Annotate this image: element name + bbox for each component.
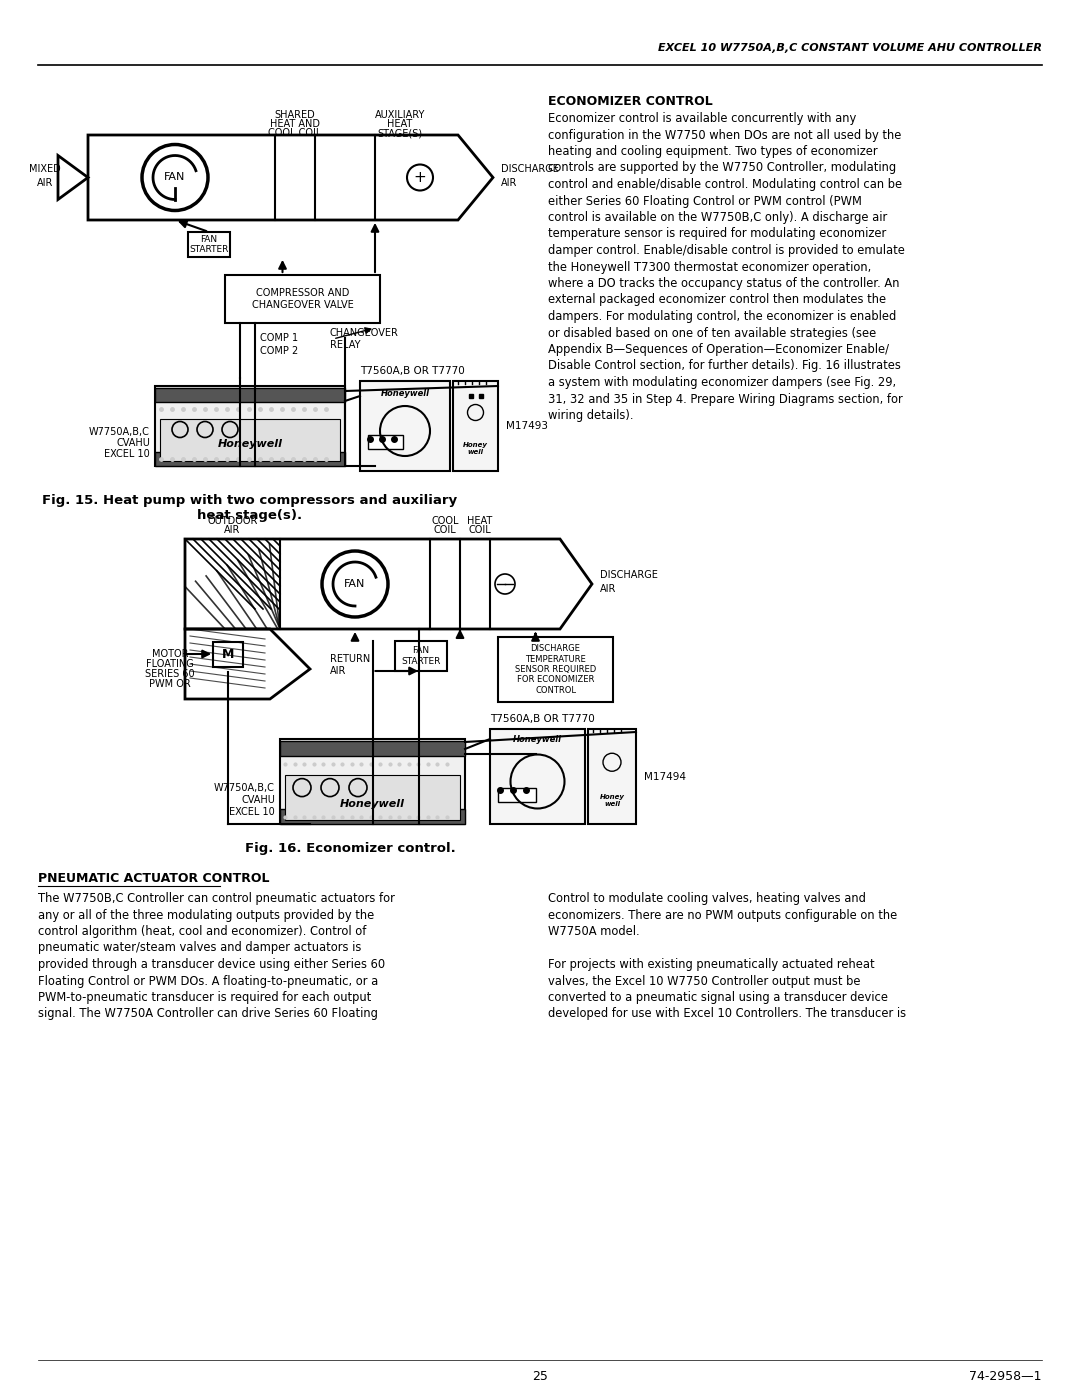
FancyBboxPatch shape <box>490 729 585 824</box>
Text: +: + <box>414 170 427 184</box>
Text: AIR: AIR <box>600 584 617 594</box>
Text: ECONOMIZER CONTROL: ECONOMIZER CONTROL <box>548 95 713 108</box>
Text: AIR: AIR <box>330 666 347 676</box>
Text: COIL: COIL <box>434 525 457 535</box>
Text: COMPRESSOR AND
CHANGEOVER VALVE: COMPRESSOR AND CHANGEOVER VALVE <box>252 288 353 310</box>
FancyBboxPatch shape <box>280 809 465 824</box>
FancyBboxPatch shape <box>156 386 345 467</box>
Text: FAN
STARTER: FAN STARTER <box>402 647 441 666</box>
Text: EXCEL 10: EXCEL 10 <box>105 448 150 460</box>
FancyBboxPatch shape <box>160 419 340 461</box>
Text: SHARED: SHARED <box>274 110 315 120</box>
FancyBboxPatch shape <box>280 740 465 756</box>
Text: RETURN: RETURN <box>330 654 370 664</box>
Text: RELAY: RELAY <box>330 339 361 351</box>
Text: M17494: M17494 <box>644 771 686 781</box>
Text: COIL: COIL <box>469 525 491 535</box>
Text: DISCHARGE: DISCHARGE <box>600 570 658 580</box>
FancyBboxPatch shape <box>156 453 345 467</box>
FancyBboxPatch shape <box>156 388 345 402</box>
Text: DISCHARGE
TEMPERATURE
SENSOR REQUIRED
FOR ECONOMIZER
CONTROL: DISCHARGE TEMPERATURE SENSOR REQUIRED FO… <box>515 644 596 694</box>
Text: The W7750B,C Controller can control pneumatic actuators for
any or all of the th: The W7750B,C Controller can control pneu… <box>38 893 395 1020</box>
Text: COOL COIL: COOL COIL <box>268 129 322 138</box>
Text: 74-2958—1: 74-2958—1 <box>970 1369 1042 1383</box>
Text: Honey
well: Honey well <box>463 441 488 455</box>
Text: Honeywell: Honeywell <box>217 439 283 450</box>
Text: FLOATING: FLOATING <box>146 659 194 669</box>
Text: OUTDOOR: OUTDOOR <box>207 515 258 527</box>
Text: COMP 2: COMP 2 <box>260 346 298 356</box>
Text: Economizer control is available concurrently with any
configuration in the W7750: Economizer control is available concurre… <box>548 112 905 422</box>
Text: AUXILIARY: AUXILIARY <box>375 110 426 120</box>
Text: HEAT: HEAT <box>388 119 413 129</box>
Text: CVAHU: CVAHU <box>117 439 150 448</box>
FancyBboxPatch shape <box>280 739 465 824</box>
Text: Honeywell: Honeywell <box>340 799 405 809</box>
Text: Fig. 15. Heat pump with two compressors and auxiliary
heat stage(s).: Fig. 15. Heat pump with two compressors … <box>42 495 458 522</box>
Text: W7750A,B,C: W7750A,B,C <box>90 427 150 437</box>
FancyBboxPatch shape <box>360 381 450 471</box>
FancyBboxPatch shape <box>285 775 460 820</box>
Text: MIXED: MIXED <box>29 165 60 175</box>
Text: W7750A,B,C: W7750A,B,C <box>214 782 275 793</box>
FancyBboxPatch shape <box>368 434 403 448</box>
Text: AIR: AIR <box>225 525 241 535</box>
Text: Control to modulate cooling valves, heating valves and
economizers. There are no: Control to modulate cooling valves, heat… <box>548 893 906 1020</box>
Text: 25: 25 <box>532 1369 548 1383</box>
Text: Fig. 16. Economizer control.: Fig. 16. Economizer control. <box>245 842 456 855</box>
Text: HEAT: HEAT <box>468 515 492 527</box>
Text: HEAT AND: HEAT AND <box>270 119 320 129</box>
Text: CHANGEOVER: CHANGEOVER <box>330 328 399 338</box>
Text: MOTOR: MOTOR <box>152 650 188 659</box>
Text: AIR: AIR <box>501 177 517 187</box>
Text: STAGE(S): STAGE(S) <box>377 129 422 138</box>
Text: FAN: FAN <box>345 578 366 590</box>
Text: CVAHU: CVAHU <box>241 795 275 805</box>
Text: DISCHARGE: DISCHARGE <box>501 163 558 173</box>
Text: T7560A,B OR T7770: T7560A,B OR T7770 <box>360 366 464 376</box>
Text: PNEUMATIC ACTUATOR CONTROL: PNEUMATIC ACTUATOR CONTROL <box>38 872 270 886</box>
FancyBboxPatch shape <box>453 381 498 471</box>
Text: PWM OR: PWM OR <box>149 679 191 689</box>
Text: M17493: M17493 <box>507 420 548 432</box>
Text: COMP 1: COMP 1 <box>260 332 298 344</box>
Text: Honeywell: Honeywell <box>380 388 430 398</box>
FancyBboxPatch shape <box>498 788 536 802</box>
Text: Honeywell: Honeywell <box>513 735 562 743</box>
Text: T7560A,B OR T7770: T7560A,B OR T7770 <box>490 714 595 724</box>
Text: SERIES 60: SERIES 60 <box>145 669 194 679</box>
Text: EXCEL 10 W7750A,B,C CONSTANT VOLUME AHU CONTROLLER: EXCEL 10 W7750A,B,C CONSTANT VOLUME AHU … <box>658 43 1042 53</box>
FancyBboxPatch shape <box>588 729 636 824</box>
Text: AIR: AIR <box>37 179 53 189</box>
Text: Honey
well: Honey well <box>599 793 624 806</box>
Text: EXCEL 10: EXCEL 10 <box>229 807 275 817</box>
Text: FAN
STARTER: FAN STARTER <box>189 235 229 254</box>
Text: COOL: COOL <box>431 515 459 527</box>
Text: M: M <box>221 647 234 661</box>
Text: FAN: FAN <box>164 172 186 183</box>
